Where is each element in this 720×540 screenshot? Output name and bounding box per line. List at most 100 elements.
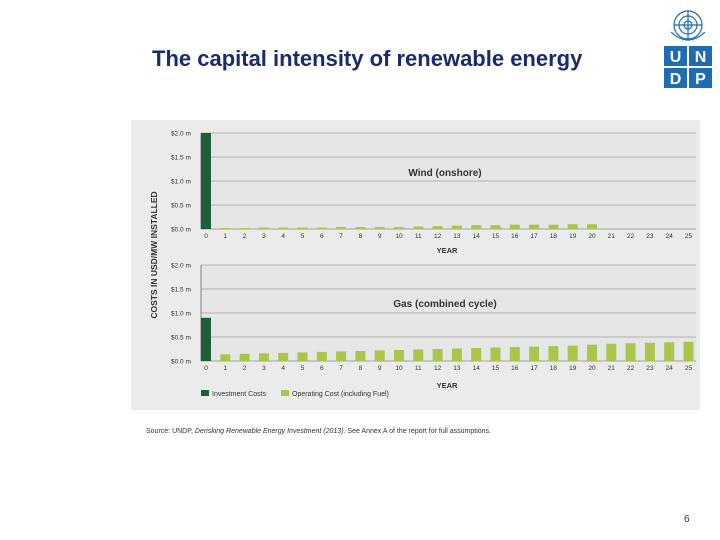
- wind-xtick-label: 21: [608, 233, 616, 240]
- gas-operating-bar: [451, 348, 462, 361]
- legend: Investment Costs Operating Cost (includi…: [201, 390, 389, 398]
- legend-label-operating: Operating Cost (including Fuel): [292, 391, 389, 398]
- wind-xtick-label: 16: [511, 233, 519, 240]
- undp-logo: U N D P: [664, 10, 712, 88]
- wind-xtick-label: 24: [666, 233, 674, 240]
- wind-xtick-label: 23: [646, 233, 654, 240]
- wind-xtick-label: 2: [243, 233, 247, 240]
- wind-operating-bar: [374, 227, 385, 229]
- wind-xtick-label: 9: [378, 233, 382, 240]
- gas-xtick-label: 12: [434, 365, 442, 372]
- gas-xtick-label: 14: [473, 365, 481, 372]
- wind-operating-bar: [220, 228, 231, 229]
- wind-xtick-label: 11: [415, 233, 422, 240]
- wind-xtick-label: 19: [569, 233, 577, 240]
- source-prefix: Source: UNDP,: [146, 428, 195, 435]
- gas-operating-bar: [278, 352, 289, 361]
- wind-operating-bar: [316, 227, 327, 229]
- gas-xtick-label: 1: [223, 365, 227, 372]
- gas-xtick-label: 11: [415, 365, 422, 372]
- gas-operating-bar: [432, 349, 443, 361]
- logo-letter-n: N: [695, 49, 707, 66]
- gas-ytick-label: $0.0 m: [171, 359, 191, 366]
- gas-investment-bar: [201, 317, 211, 361]
- gas-operating-bar: [258, 353, 269, 361]
- gas-operating-bar: [336, 351, 347, 361]
- wind-xtick-label: 7: [339, 233, 343, 240]
- wind-chart: Wind (onshore) YEAR $0.0 m $0.5 m $1.0 m $1…: [171, 131, 696, 255]
- gas-xtick-label: 18: [550, 365, 558, 372]
- gas-ytick-label: $1.5 m: [171, 287, 191, 294]
- gas-operating-bar: [374, 350, 385, 361]
- gas-chart: Gas (combined cycle) YEAR $0.0 m $0.5 m $1…: [171, 263, 696, 390]
- gas-operating-bar: [664, 342, 675, 361]
- gas-x-axis-label: YEAR: [437, 381, 458, 390]
- wind-xtick-label: 5: [301, 233, 305, 240]
- gas-operating-bar: [316, 351, 327, 361]
- gas-xtick-label: 0: [204, 365, 208, 372]
- gas-xtick-label: 2: [243, 365, 247, 372]
- logo-letter-u: U: [670, 49, 682, 66]
- chart-svg: COSTS IN USD/MW INSTALLED Wind (onshore)…: [149, 131, 696, 398]
- gas-operating-bar: [413, 349, 424, 361]
- gas-chart-title: Gas (combined cycle): [393, 299, 496, 310]
- gas-xtick-label: 21: [608, 365, 616, 372]
- y-axis-label: COSTS IN USD/MW INSTALLED: [149, 191, 159, 318]
- gas-ytick-label: $0.5 m: [171, 335, 191, 342]
- wind-operating-bar: [471, 225, 482, 229]
- legend-label-investment: Investment Costs: [212, 391, 267, 398]
- gas-operating-bar: [509, 347, 520, 361]
- wind-ytick-label: $0.0 m: [171, 227, 191, 234]
- wind-x-axis-label: YEAR: [437, 246, 458, 255]
- gas-operating-bar: [471, 348, 482, 361]
- gas-operating-bar: [220, 354, 231, 361]
- wind-operating-bar: [529, 224, 540, 229]
- gas-ytick-label: $1.0 m: [171, 311, 191, 318]
- gas-ytick-label: $2.0 m: [171, 263, 191, 270]
- gas-operating-bar: [625, 343, 636, 361]
- gas-xtick-label: 24: [666, 365, 674, 372]
- gas-xtick-label: 6: [320, 365, 324, 372]
- gas-xtick-label: 15: [492, 365, 500, 372]
- gas-xtick-label: 19: [569, 365, 577, 372]
- wind-operating-bar: [490, 225, 501, 229]
- un-emblem-icon: [670, 10, 706, 41]
- page-number: 6: [684, 514, 690, 525]
- gas-xtick-label: 5: [301, 365, 305, 372]
- wind-xtick-label: 1: [223, 233, 227, 240]
- gas-xtick-label: 9: [378, 365, 382, 372]
- wind-operating-bar: [239, 228, 250, 229]
- wind-ytick-label: $1.0 m: [171, 179, 191, 186]
- gas-xtick-label: 10: [395, 365, 403, 372]
- wind-investment-bar: [201, 133, 211, 229]
- wind-operating-bar: [297, 227, 308, 229]
- gas-operating-bar: [239, 353, 250, 361]
- chart-panel: COSTS IN USD/MW INSTALLED Wind (onshore)…: [131, 120, 700, 410]
- gas-operating-bar: [587, 344, 597, 361]
- gas-operating-bar: [644, 342, 655, 361]
- source-title: Derisking Renewable Energy Investment (2…: [194, 428, 344, 435]
- wind-xtick-label: 3: [262, 233, 266, 240]
- slide-title: The capital intensity of renewable energ…: [152, 46, 583, 71]
- wind-xtick-label: 12: [434, 233, 442, 240]
- wind-xtick-label: 15: [492, 233, 500, 240]
- wind-xtick-label: 0: [204, 233, 208, 240]
- gas-xtick-label: 13: [453, 365, 461, 372]
- wind-xtick-label: 4: [281, 233, 285, 240]
- gas-xtick-label: 22: [627, 365, 635, 372]
- wind-xtick-label: 10: [395, 233, 403, 240]
- wind-ytick-label: $1.5 m: [171, 155, 191, 162]
- wind-operating-bar: [548, 224, 559, 229]
- wind-xtick-label: 14: [473, 233, 481, 240]
- gas-operating-bar: [683, 341, 694, 361]
- wind-xtick-label: 20: [588, 233, 596, 240]
- wind-ytick-label: $2.0 m: [171, 131, 191, 138]
- logo-letter-d: D: [670, 71, 682, 88]
- wind-operating-bar: [336, 227, 347, 229]
- gas-operating-bar: [394, 349, 404, 361]
- gas-xtick-label: 4: [281, 365, 285, 372]
- gas-operating-bar: [567, 345, 578, 361]
- wind-xtick-label: 17: [530, 233, 538, 240]
- wind-operating-bar: [355, 227, 366, 229]
- wind-xtick-label: 13: [453, 233, 461, 240]
